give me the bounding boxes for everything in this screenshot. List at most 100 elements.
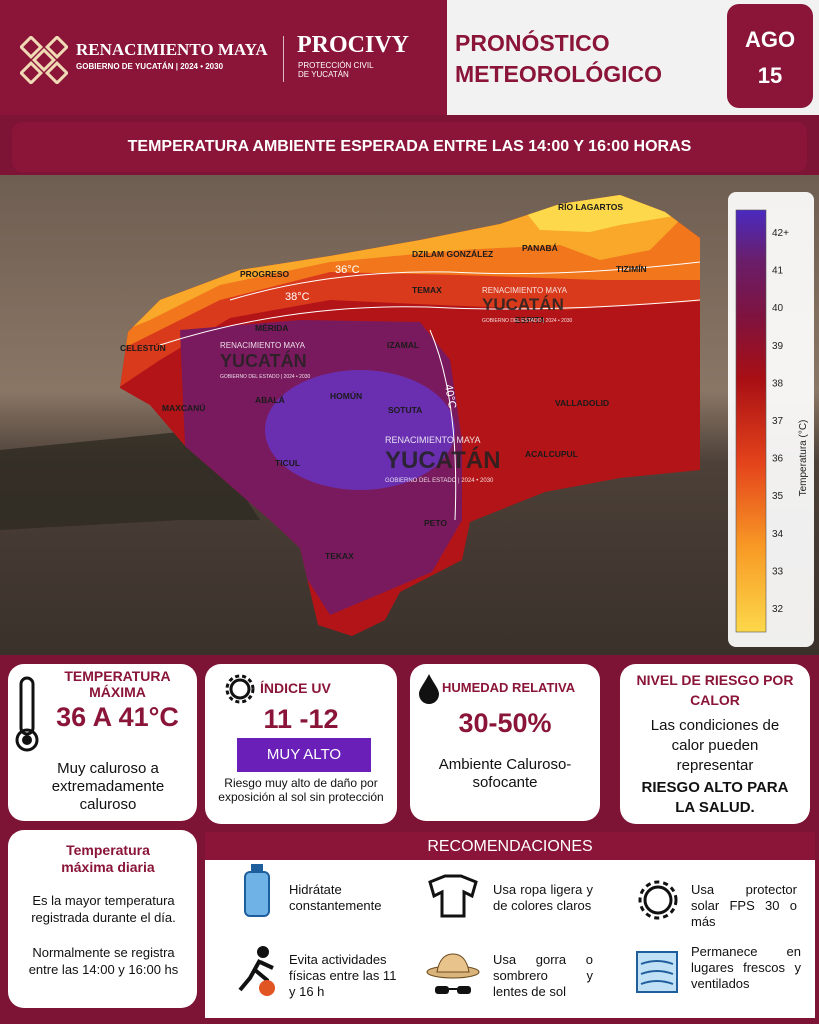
sunscreen-icon [638,880,678,920]
card-temperature: TEMPERATURA MÁXIMA 36 A 41°C Muy caluros… [8,664,197,821]
places: RÍO LAGARTOS DZILAM GONZÁLEZ PANABÁ TIZI… [120,202,647,561]
rec-item: Evita actividades físicas entre las 11 y… [289,952,397,999]
wm-state: YUCATÁN [385,446,501,474]
uv-level: MUY ALTO [237,738,371,772]
hat-icon [426,953,480,994]
colorbar-ticks: 42+ 41 40 39 38 37 36 35 34 33 32 [772,228,789,615]
rec-item: Usa protector solar FPS 30 o más [691,882,797,929]
drop-icon [419,674,439,704]
title-line: PRONÓSTICO [455,30,610,56]
recommendations: RECOMENDACIONES Hidrátate constantemente… [205,832,815,1018]
thermometer-icon [15,676,39,752]
colorbar-label: Temperatura (°C) [798,420,809,497]
header-right: PRONÓSTICO METEOROLÓGICO AGO 15 [447,0,819,115]
card-text: Ambiente Caluroso-sofocante [438,756,572,791]
isotherm: 36°C [335,264,360,276]
wm-brand: RENACIMIENTO MAYA [385,435,481,445]
wm-sub: GOBIERNO DEL ESTADO | 2024 • 2030 [482,318,573,324]
colorbar-tick-label: 36 [772,454,784,465]
place: IZAMAL [387,340,419,350]
place: CELESTÚN [120,342,166,353]
place: ACALCUPUL [525,449,578,459]
place: RÍO LAGARTOS [558,202,623,212]
card-risk: NIVEL DE RIESGO POR CALOR Las condicione… [620,664,810,824]
wm-sub: GOBIERNO DEL ESTADO | 2024 • 2030 [385,478,494,484]
map: 36°C 38°C 40°C RÍO LAGARTOS DZILAM GONZÁ… [0,175,819,655]
date-day: 15 [757,63,783,88]
card-daily: Temperatura máxima diaria Es la mayor te… [8,830,197,1008]
card-title: ÍNDICE UV [260,680,331,696]
rec-icons [238,864,678,996]
agency-sub-line: PROTECCIÓN CIVIL [298,61,374,70]
agency: PROCIVY [297,32,409,58]
place: PROGRESO [240,269,290,279]
isotherm: 38°C [285,291,310,303]
window-icon [636,951,678,993]
card-title: NIVEL DE RIESGO POR CALOR [636,672,794,708]
place: ABALÁ [255,395,285,405]
sun-icon [225,674,255,704]
colorbar-tick-label: 33 [772,566,784,577]
date-month: AGO [744,27,796,52]
isotherm-labels: 36°C 38°C 40°C [285,264,458,410]
card-text: Es la mayor temperatura registrada duran… [31,893,176,925]
place: MAXCANÚ [162,402,205,413]
brand-sub: GOBIERNO DE YUCATÁN | 2024 • 2030 [76,62,224,71]
wm-brand: RENACIMIENTO MAYA [482,286,568,295]
land-shadow [0,430,260,530]
rec-title: RECOMENDACIONES [205,832,815,860]
header-title: PRONÓSTICO METEOROLÓGICO [455,28,662,90]
title-line: METEOROLÓGICO [455,61,662,87]
place: DZILAM GONZÁLEZ [412,249,493,259]
colorbar-tick-label: 37 [772,416,784,427]
card-title: Temperatura máxima diaria [61,842,155,875]
card-uv: ÍNDICE UV 11 -12 MUY ALTO Riesgo muy alt… [205,664,397,824]
place: PANABÁ [522,243,558,253]
colorbar-tick-label: 41 [772,266,784,277]
brand-sub-text: GOBIERNO DE YUCATÁN [76,62,174,71]
card-value: 30-50% [458,708,552,738]
card-title: HUMEDAD RELATIVA [442,680,576,695]
place: MÉRIDA [255,323,289,333]
bottle-icon [244,864,270,917]
colorbar-tick-label: 42+ [772,228,789,239]
colorbar-tick-label: 32 [772,604,784,615]
place: TICUL [275,458,300,468]
card-text: Las condiciones de calor pueden represen… [650,717,780,774]
isotherm: 40°C [442,383,458,409]
place: PETO [424,518,447,528]
card-text: Normalmente se registra entre las 14:00 … [28,945,179,977]
wm-sub: GOBIERNO DEL ESTADO | 2024 • 2030 [220,374,311,380]
rec-item: Hidrátate constantemente [289,882,382,913]
rec-item: Usa ropa ligera y de colores claros [493,882,593,913]
colorbar-tick-label: 34 [772,529,784,540]
logo [20,36,68,84]
agency-sub-line: DE YUCATÁN [298,70,349,79]
place: ESPITA [515,315,545,325]
card-text: Muy caluroso a extremadamente caluroso [51,760,165,813]
header-brand: RENACIMIENTO MAYA GOBIERNO DE YUCATÁN | … [0,0,447,115]
colorbar-tick-label: 40 [772,303,784,314]
brand: RENACIMIENTO MAYA [76,40,268,59]
place: TIZIMÍN [616,264,647,274]
card-humidity: HUMEDAD RELATIVA 30-50% Ambiente Caluros… [410,664,600,821]
colorbar [735,209,767,633]
runner-icon [238,946,275,996]
colorbar-tick-label: 39 [772,341,784,352]
colorbar-tick-label: 38 [772,378,784,389]
wm-state: YUCATÁN [220,350,307,371]
place: SOTUTA [388,405,422,415]
rec-item: Permanece en lugares frescos y ventilado… [691,944,801,991]
brand-years: 2024 • 2030 [180,62,224,71]
wm-state: YUCATÁN [482,295,564,314]
card-value: 11 -12 [263,704,339,734]
shirt-icon [428,874,478,918]
card-emphasis: RIESGO ALTO PARA LA SALUD. [641,779,789,816]
place: HOMÚN [330,390,362,401]
card-title: TEMPERATURA MÁXIMA [64,668,171,700]
